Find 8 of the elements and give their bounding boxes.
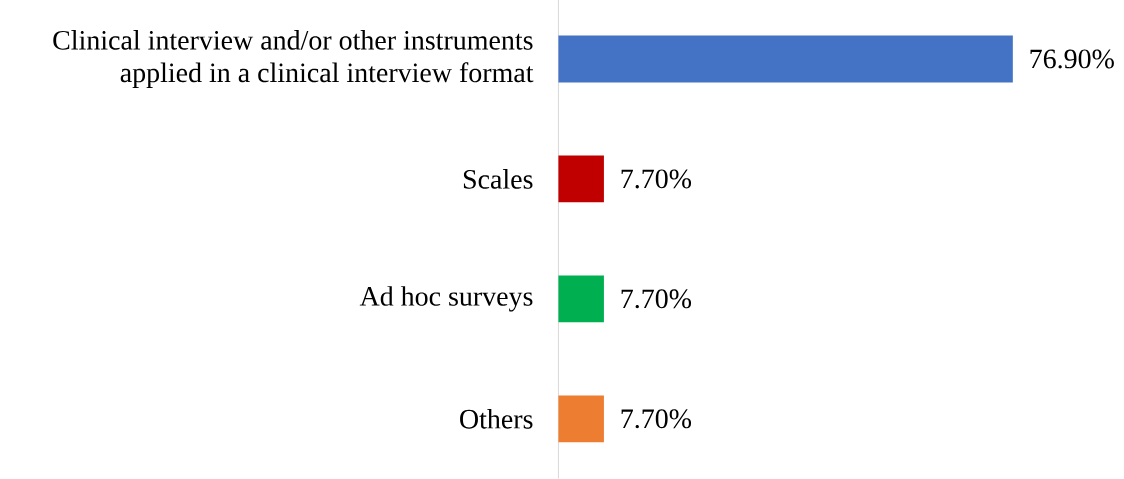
y-tick-label: Clinical interview and/or other instruments applied in a clinical interview format [53,30,534,89]
data-label: 7.70% [621,289,692,309]
y-tick-label: Scales [463,169,533,189]
data-label: 7.70% [621,169,692,189]
data-label: 7.70% [621,409,692,429]
data-label: 76.90% [1030,49,1114,69]
y-tick-label: Ad hoc surveys [359,286,533,312]
y-tick-label: Others [460,409,533,429]
